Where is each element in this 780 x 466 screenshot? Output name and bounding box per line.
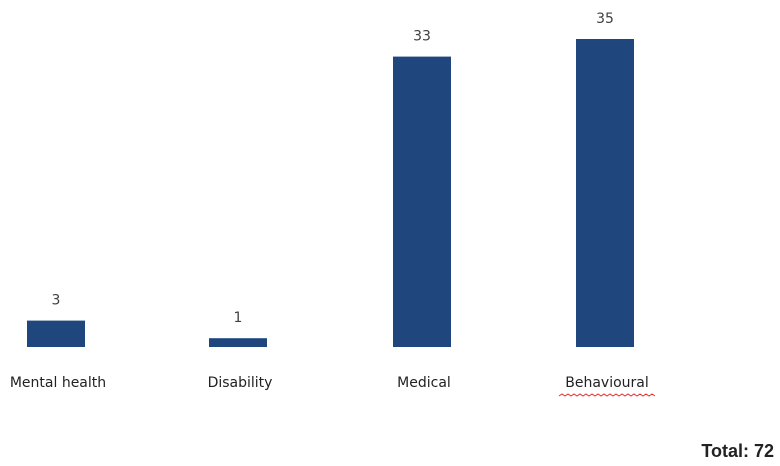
data-label-behavioural: 35 xyxy=(596,11,614,27)
category-label-medical: Medical xyxy=(397,375,451,391)
data-label-medical: 33 xyxy=(413,29,431,45)
total-label: Total: 72 xyxy=(701,441,774,461)
bars-group xyxy=(27,39,634,347)
bar-medical xyxy=(393,56,451,347)
category-labels-group: Mental health Disability Medical Behavioura… xyxy=(10,375,656,397)
category-label-behavioural: Behavioural xyxy=(565,375,649,391)
bar-disability xyxy=(209,338,267,347)
spellcheck-squiggle xyxy=(558,393,656,397)
data-label-disability: 1 xyxy=(234,310,243,326)
bar-mental-health xyxy=(27,320,85,347)
category-label-mental-health: Mental health xyxy=(10,375,106,391)
category-label-disability: Disability xyxy=(208,375,273,391)
data-label-mental-health: 3 xyxy=(52,293,61,309)
bar-behavioural xyxy=(576,39,634,347)
